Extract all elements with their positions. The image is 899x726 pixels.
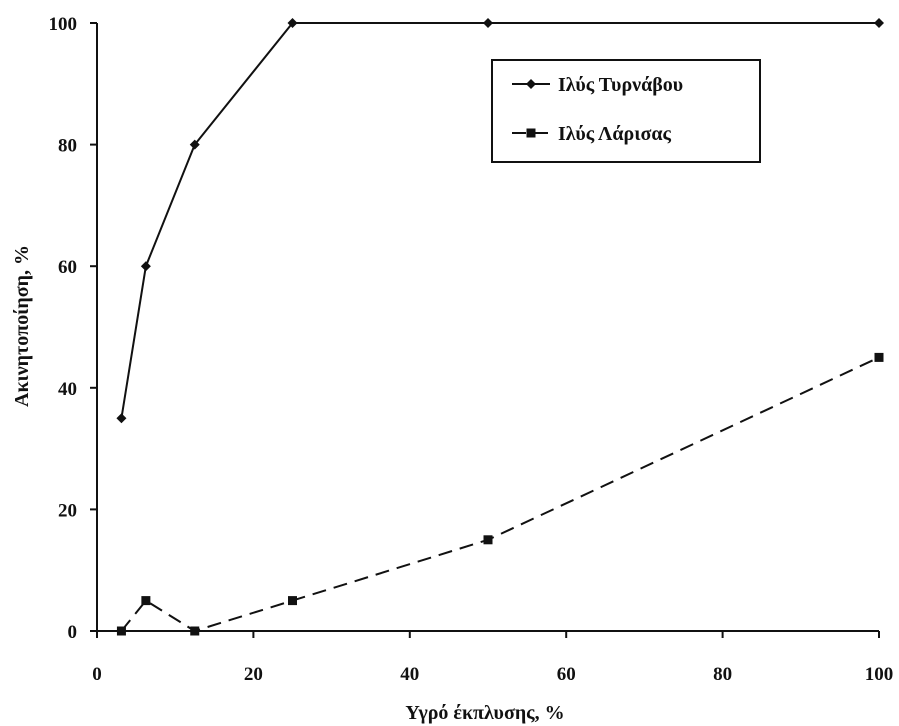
x-tick-label: 40 (400, 664, 419, 685)
legend: Ιλύς Τυρνάβου Ιλύς Λάρισας (491, 59, 761, 163)
y-axis-ticks: 0 20 40 60 80 100 (49, 14, 97, 643)
x-tick-label: 20 (244, 664, 263, 685)
data-point (483, 535, 493, 545)
legend-item: Ιλύς Τυρνάβου (512, 74, 683, 96)
legend-box (491, 59, 761, 163)
y-tick-label: 100 (49, 14, 78, 35)
series-layer (116, 18, 884, 636)
x-axis-ticks: 0 20 40 60 80 100 (92, 631, 893, 685)
y-axis-label: Ακινητοποίηση, % (11, 245, 33, 407)
series-1 (116, 18, 884, 424)
series-line (120, 356, 880, 633)
y-tick-label: 0 (68, 622, 78, 643)
y-tick-label: 20 (58, 500, 77, 521)
data-point (190, 626, 200, 636)
series-2 (116, 352, 884, 636)
x-axis-label: Υγρό έκπλυσης, % (405, 702, 564, 724)
axes: 0 20 40 60 80 100 0 20 40 60 80 100 (49, 14, 894, 685)
legend-item: Ιλύς Λάρισας (512, 123, 671, 145)
data-point (874, 18, 884, 28)
legend-square-marker (526, 128, 536, 138)
data-point (189, 139, 200, 150)
y-tick-label: 60 (58, 257, 77, 278)
data-point (141, 596, 151, 606)
data-point (288, 596, 297, 606)
x-tick-label: 80 (713, 664, 732, 685)
data-point (874, 352, 884, 362)
data-point (116, 413, 127, 424)
x-tick-label: 0 (92, 664, 102, 685)
legend-label: Ιλύς Λάρισας (558, 123, 671, 145)
data-point (140, 261, 151, 272)
legend-label: Ιλύς Τυρνάβου (558, 74, 683, 96)
data-point (483, 18, 493, 28)
y-tick-label: 40 (58, 379, 77, 400)
x-tick-label: 60 (557, 664, 576, 685)
x-tick-label: 100 (865, 664, 894, 685)
data-point (116, 626, 126, 636)
legend-diamond-marker (526, 79, 536, 89)
y-tick-label: 80 (58, 136, 77, 157)
series-line (120, 22, 879, 419)
data-point (287, 18, 298, 28)
